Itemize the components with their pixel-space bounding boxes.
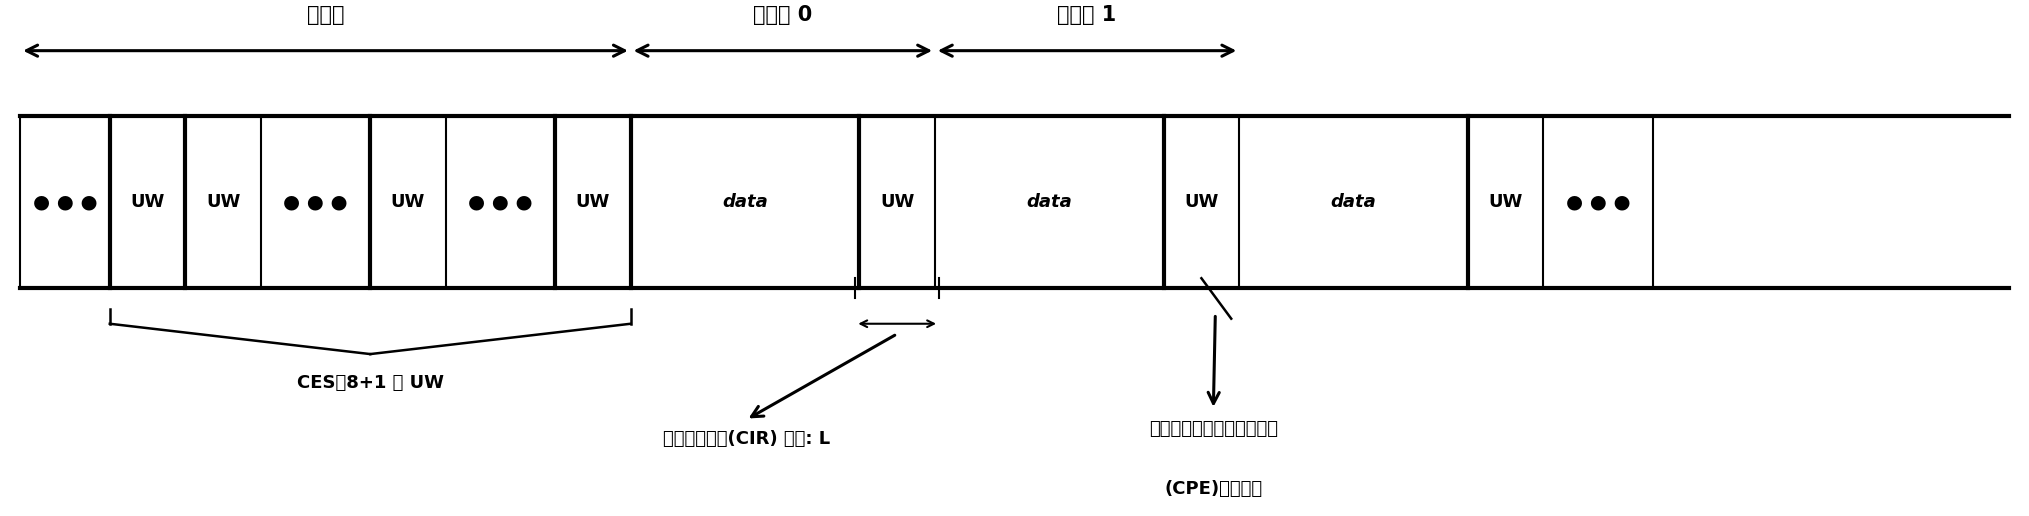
Text: 前导码: 前导码 [306,5,345,25]
Text: ● ● ●: ● ● ● [469,193,534,212]
Text: ● ● ●: ● ● ● [284,193,347,212]
Text: 数据块 0: 数据块 0 [753,5,812,25]
Text: UW: UW [576,194,611,212]
Text: data: data [722,194,767,212]
Text: ● ● ●: ● ● ● [1566,193,1631,212]
Text: CES：8+1 倍 UW: CES：8+1 倍 UW [296,374,444,392]
Text: UW: UW [1185,194,1219,212]
Text: 信道脉冲响应(CIR) 长度: L: 信道脉冲响应(CIR) 长度: L [663,430,830,448]
Text: UW: UW [205,194,239,212]
Text: data: data [1331,194,1376,212]
Text: UW: UW [881,194,915,212]
Text: UW: UW [1489,194,1524,212]
Text: UW: UW [130,194,164,212]
Text: (CPE)比値估计: (CPE)比値估计 [1165,480,1262,498]
Text: 数据块 1: 数据块 1 [1057,5,1116,25]
Text: UW: UW [392,194,426,212]
Text: 循环前缀进行公共相位误差: 循环前缀进行公共相位误差 [1148,420,1278,438]
Text: data: data [1027,194,1071,212]
Text: ● ● ●: ● ● ● [32,193,97,212]
